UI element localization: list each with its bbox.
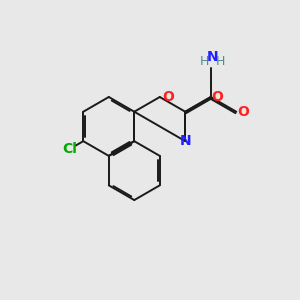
Text: H: H <box>200 55 209 68</box>
Text: N: N <box>179 134 191 148</box>
Text: O: O <box>162 90 174 104</box>
Text: H: H <box>216 55 225 68</box>
Text: Cl: Cl <box>62 142 77 156</box>
Text: N: N <box>206 50 218 64</box>
Text: O: O <box>211 90 223 104</box>
Text: O: O <box>237 105 249 119</box>
